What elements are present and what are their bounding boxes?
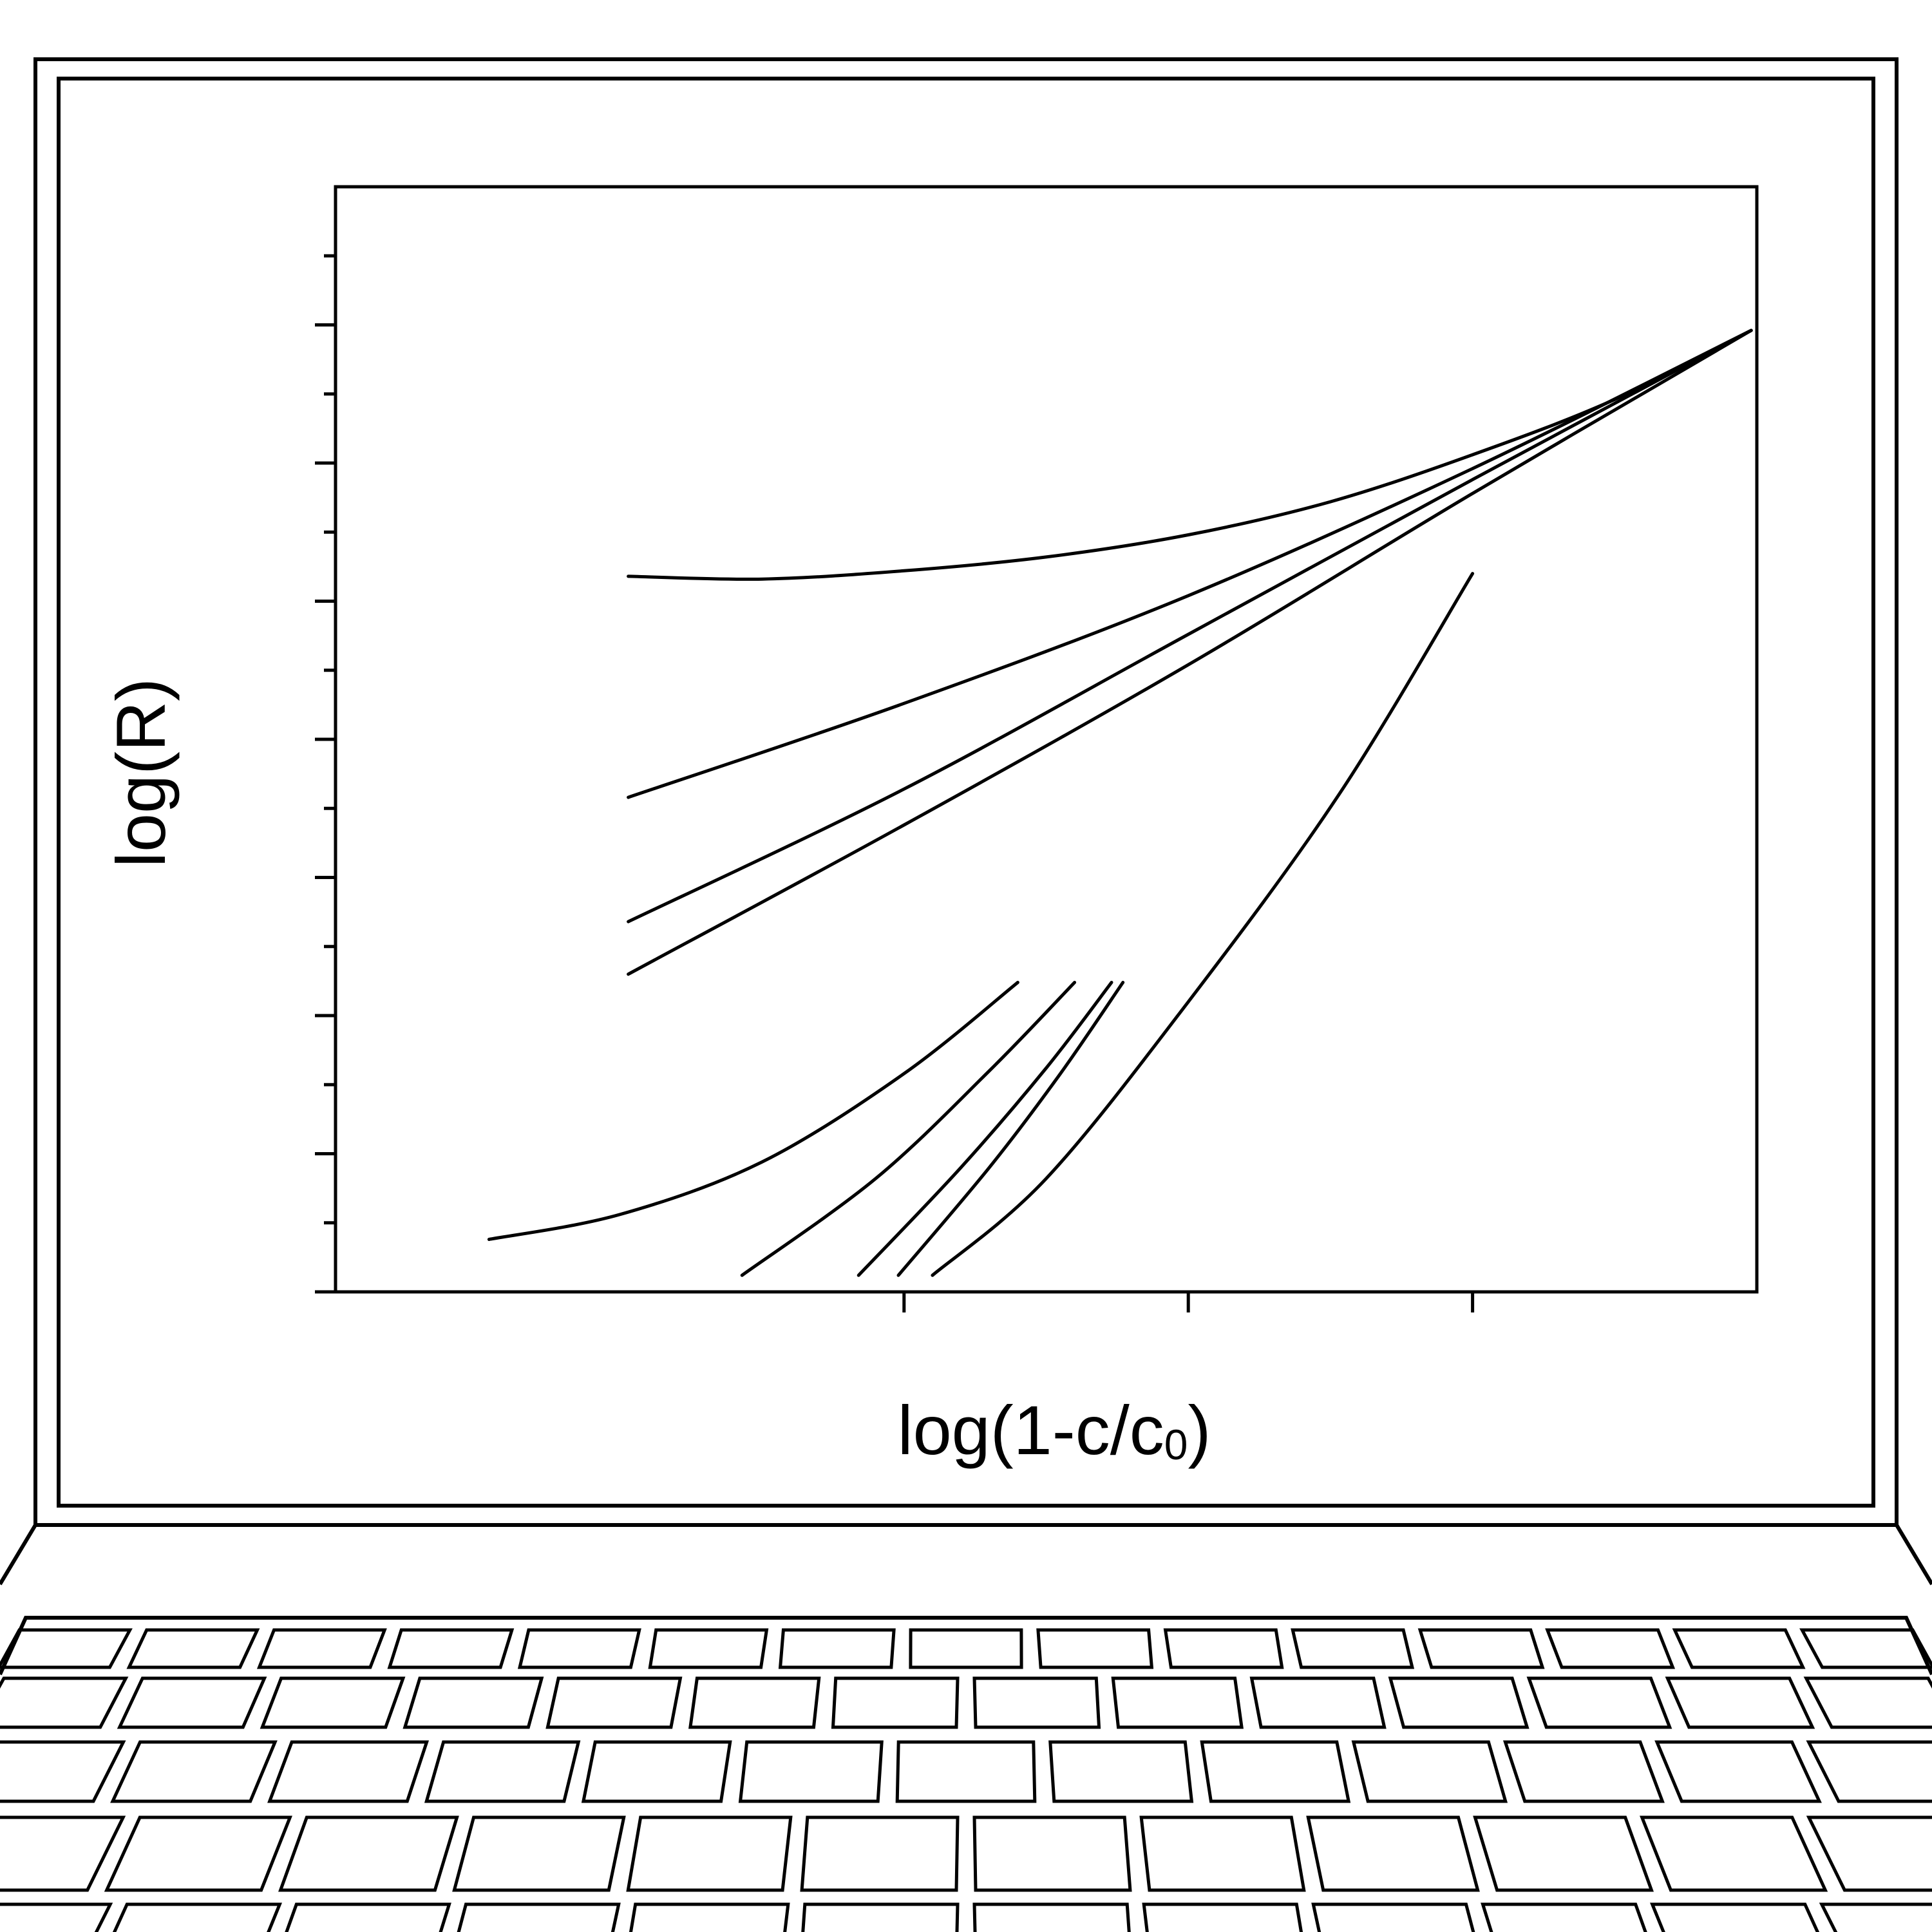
keyboard-key <box>801 1902 960 1932</box>
laptop-base <box>0 1524 1932 1676</box>
keyboard-key <box>1502 1740 1665 1803</box>
keyboard-key <box>831 1676 960 1729</box>
keyboard-key <box>1388 1676 1530 1729</box>
base-left-edge <box>0 1524 37 1586</box>
keyboard-key <box>256 1628 387 1669</box>
keyboard-key <box>778 1628 896 1669</box>
keyboard-key <box>1526 1676 1672 1729</box>
keyboard-key <box>1111 1676 1244 1729</box>
keyboard-key <box>972 1902 1131 1932</box>
keyboard-key <box>260 1676 406 1729</box>
keyboard-key <box>387 1628 515 1669</box>
keyboard-key <box>688 1676 821 1729</box>
keyboard-key <box>104 1815 292 1892</box>
keyboard-key <box>1306 1815 1480 1892</box>
keyboard-key <box>1417 1628 1545 1669</box>
keyboard-key <box>1799 1628 1932 1669</box>
series-line-5 <box>931 572 1475 1277</box>
keyboard-key <box>1036 1628 1154 1669</box>
keyboard-key <box>738 1740 884 1803</box>
keyboard-key <box>1654 1740 1822 1803</box>
series-line-1 <box>627 328 1753 581</box>
keyboard-key <box>626 1815 793 1892</box>
keyboard-key <box>0 1902 113 1932</box>
keyboard-key <box>1806 1740 1932 1803</box>
series-line-9 <box>896 981 1125 1277</box>
keyboard-key <box>1665 1676 1815 1729</box>
keyboard-key <box>895 1740 1037 1803</box>
keyboard-key <box>402 1676 544 1729</box>
keyboard-key <box>112 1902 283 1932</box>
series-line-4 <box>627 328 1753 976</box>
keyboard-key <box>424 1740 581 1803</box>
keyboard-key <box>452 1815 626 1892</box>
keyboard-key <box>1640 1815 1828 1892</box>
keyboard-key <box>909 1628 1023 1669</box>
keyboard-key <box>117 1676 267 1729</box>
keyboard-key <box>1806 1815 1932 1892</box>
y-axis-label: log(R) <box>102 678 180 867</box>
series-line-6 <box>487 981 1019 1241</box>
keyboard-key <box>110 1740 278 1803</box>
keyboard-key <box>648 1628 769 1669</box>
series-lines <box>487 328 1753 1277</box>
keyboard-key <box>1649 1902 1820 1932</box>
keyboard-key <box>0 1676 129 1729</box>
series-line-2 <box>627 328 1753 799</box>
keyboard-key <box>1163 1628 1284 1669</box>
keyboard-key <box>1291 1628 1415 1669</box>
keyboard-key <box>1473 1815 1654 1892</box>
keyboard-key <box>1139 1815 1306 1892</box>
x-axis-ticks <box>902 1292 1475 1312</box>
keyboard-key <box>972 1676 1101 1729</box>
keyboard-key <box>285 1902 451 1932</box>
keyboard-key <box>1311 1902 1475 1932</box>
keyboard-key <box>1249 1676 1387 1729</box>
keyboard-key <box>1481 1902 1647 1932</box>
screen-outer-frame <box>33 57 1899 1527</box>
keyboard-key <box>1545 1628 1676 1669</box>
laptop-screen <box>33 57 1899 1527</box>
keyboard-key <box>267 1740 430 1803</box>
keyboard-key <box>0 1815 126 1892</box>
series-line-7 <box>740 981 1077 1277</box>
x-axis-label: log(1-c/c0) <box>898 1391 1211 1469</box>
series-line-8 <box>857 981 1113 1277</box>
keyboard-key <box>1200 1740 1351 1803</box>
keyboard-key <box>1803 1676 1932 1729</box>
keyboard-key <box>1351 1740 1508 1803</box>
chart: log(1-c/c0) log(R) <box>102 185 1759 1469</box>
keyboard-key <box>1048 1740 1194 1803</box>
keyboard-key <box>0 1740 126 1803</box>
keyboard-key <box>972 1815 1132 1892</box>
base-right-edge <box>1895 1524 1932 1586</box>
screen-inner-frame <box>57 77 1875 1508</box>
keyboard-key <box>1672 1628 1806 1669</box>
series-line-3 <box>627 328 1753 923</box>
plot-area-frame <box>334 185 1759 1294</box>
keyboard-key <box>1819 1902 1932 1932</box>
keyboard-key <box>581 1740 732 1803</box>
keyboard <box>0 1628 1932 1932</box>
keyboard-key <box>545 1676 683 1729</box>
keyboard-key <box>0 1628 133 1669</box>
keyboard-key <box>278 1815 459 1892</box>
keyboard-key <box>629 1902 790 1932</box>
keyboard-key <box>517 1628 641 1669</box>
keyboard-key <box>1142 1902 1303 1932</box>
keyboard-key <box>800 1815 960 1892</box>
keyboard-key <box>126 1628 260 1669</box>
keyboard-border <box>0 1616 1932 1676</box>
keyboard-key <box>457 1902 621 1932</box>
y-axis-ticks <box>315 254 336 1294</box>
